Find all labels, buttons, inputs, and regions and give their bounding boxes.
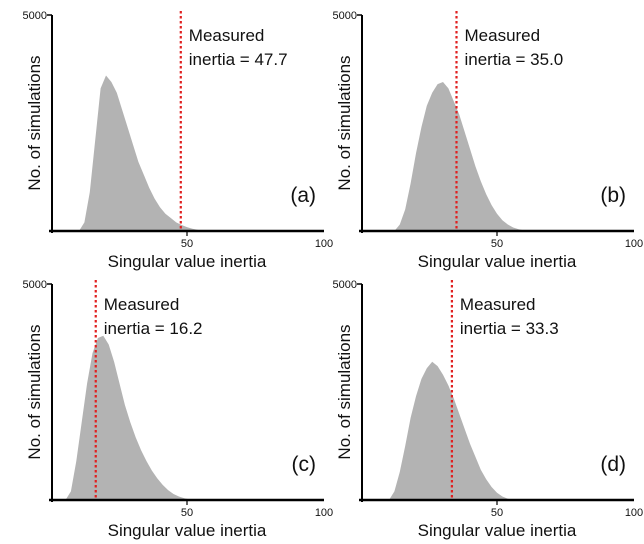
- x-tick-label: 100: [625, 507, 643, 519]
- measured-inertia-value: inertia = 47.7: [189, 50, 288, 69]
- measured-inertia-value: inertia = 35.0: [465, 50, 564, 69]
- distribution-area: [79, 75, 209, 231]
- x-axis-label: Singular value inertia: [418, 252, 577, 271]
- measured-label: Measured: [460, 295, 536, 314]
- y-tick-label: 5000: [23, 10, 47, 22]
- x-tick-label: 50: [491, 238, 503, 250]
- distribution-area: [65, 335, 196, 500]
- measured-label: Measured: [104, 295, 180, 314]
- x-tick-label: 100: [315, 238, 333, 250]
- y-axis-label: No. of simulations: [335, 55, 354, 190]
- panel-label: (b): [600, 184, 626, 207]
- y-axis-label: No. of simulations: [25, 55, 44, 190]
- x-tick-label: 100: [315, 507, 333, 519]
- x-tick-label: 50: [181, 507, 193, 519]
- x-axis-label: Singular value inertia: [108, 252, 267, 271]
- measured-label: Measured: [465, 26, 541, 45]
- panel-a: 5000 50 100 Singular value inertia No. of si…: [23, 10, 334, 271]
- y-axis-label: No. of simulations: [335, 324, 354, 459]
- y-tick-label: 5000: [333, 10, 357, 22]
- y-tick-label: 5000: [23, 279, 47, 291]
- x-axis-label: Singular value inertia: [418, 521, 577, 540]
- panel-d: 5000 50 100 Singular value inertia No. of si…: [333, 279, 644, 540]
- x-tick-label: 50: [491, 507, 503, 519]
- panel-label: (a): [290, 184, 316, 207]
- measured-label: Measured: [189, 26, 265, 45]
- y-tick-label: 5000: [333, 279, 357, 291]
- panel-b: 5000 50 100 Singular value inertia No. of si…: [333, 10, 644, 271]
- measured-inertia-value: inertia = 16.2: [104, 319, 203, 338]
- measured-inertia-value: inertia = 33.3: [460, 319, 559, 338]
- panel-c: 5000 50 100 Singular value inertia No. of si…: [23, 279, 334, 540]
- y-axis-label: No. of simulations: [25, 324, 44, 459]
- distribution-area: [394, 82, 530, 231]
- x-axis-label: Singular value inertia: [108, 521, 267, 540]
- panel-label: (d): [600, 453, 626, 476]
- x-tick-label: 100: [625, 238, 643, 250]
- x-tick-label: 50: [181, 238, 193, 250]
- panel-label: (c): [292, 453, 317, 476]
